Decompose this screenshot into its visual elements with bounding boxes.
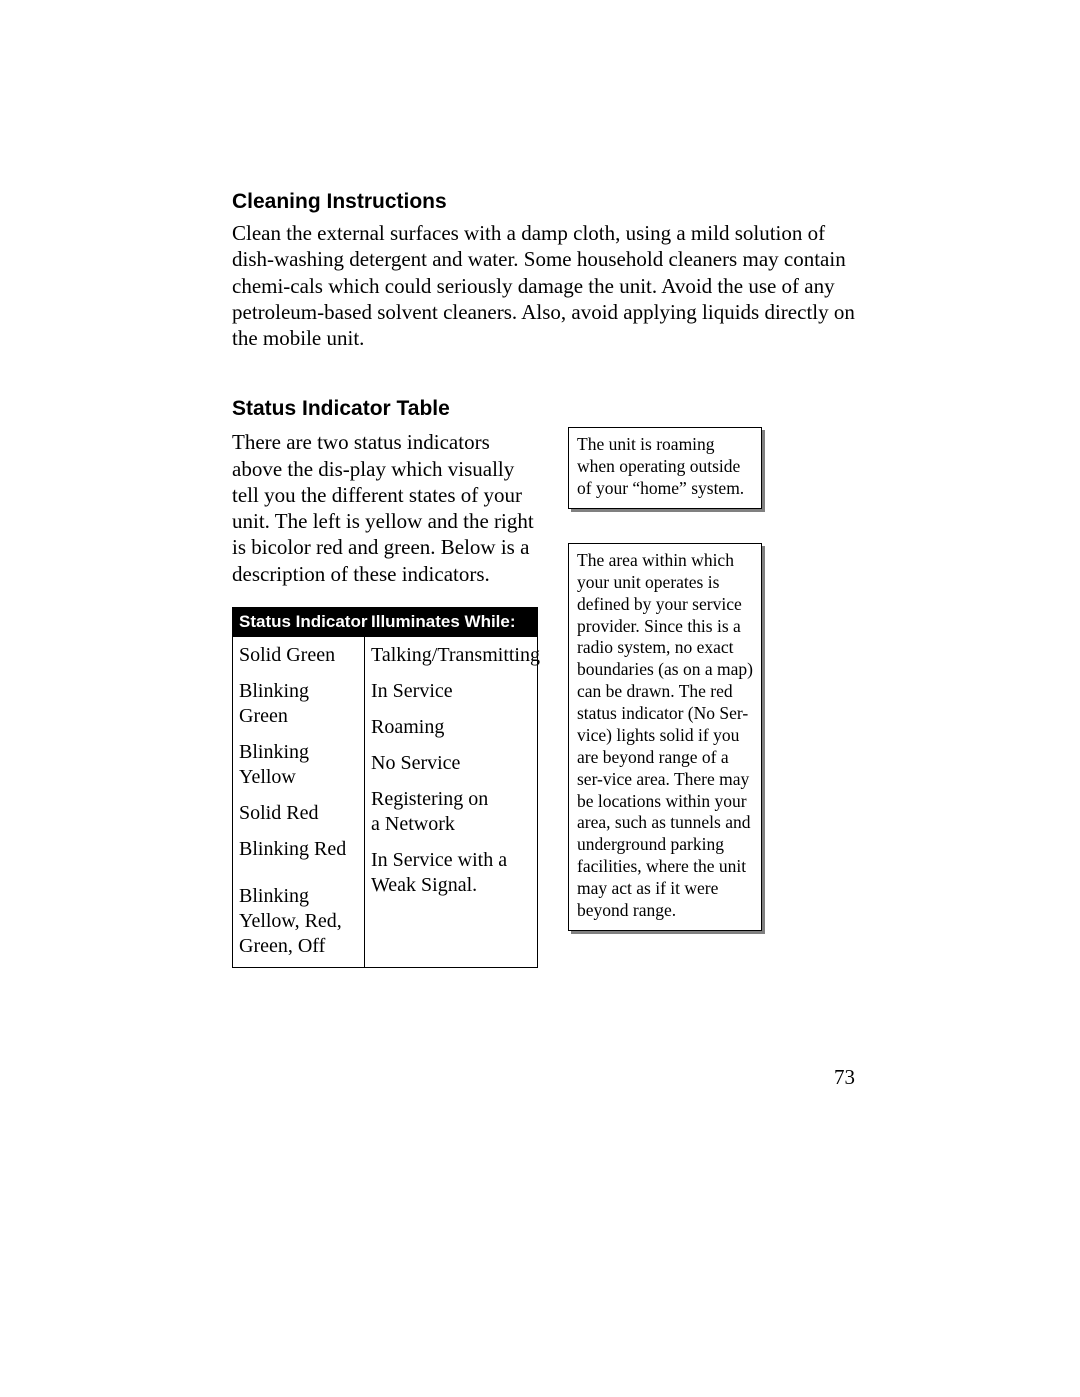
table-row: In Service: [371, 679, 540, 704]
status-indicator-table: Status Indicator Illuminates While: Soli…: [232, 607, 538, 968]
table-row: Registering on a Network: [371, 787, 540, 837]
table-row: Roaming: [371, 715, 540, 740]
table-row: Blinking Red: [239, 837, 358, 862]
table-row: Solid Red: [239, 801, 358, 826]
page: Cleaning Instructions Clean the external…: [0, 0, 1080, 1397]
status-two-column: There are two status indicators above th…: [232, 427, 855, 968]
table-body: Solid Green Blinking Green Blinking Yell…: [233, 637, 537, 967]
table-row: Solid Green: [239, 643, 358, 668]
status-intro: There are two status indicators above th…: [232, 429, 542, 587]
table-row: Blinking Yellow, Red, Green, Off: [239, 884, 358, 959]
table-row: In Service with a Weak Signal.: [371, 848, 540, 898]
cleaning-body: Clean the external surfaces with a damp …: [232, 220, 855, 351]
page-number: 73: [834, 1065, 855, 1090]
roaming-note: The unit is roaming when operating outsi…: [568, 427, 762, 509]
service-area-note: The area within which your unit operates…: [568, 543, 762, 931]
table-header-indicator: Status Indicator: [239, 612, 371, 632]
table-row: Blinking Green: [239, 679, 358, 729]
table-col-indicator: Solid Green Blinking Green Blinking Yell…: [233, 637, 365, 967]
cleaning-heading: Cleaning Instructions: [232, 190, 855, 214]
table-row: Talking/Transmitting: [371, 643, 540, 668]
table-row: No Service: [371, 751, 540, 776]
status-left-column: There are two status indicators above th…: [232, 427, 542, 968]
table-col-meaning: Talking/Transmitting In Service Roaming …: [365, 637, 546, 967]
status-right-column: The unit is roaming when operating outsi…: [568, 427, 762, 931]
table-row: Blinking Yellow: [239, 740, 358, 790]
table-header-meaning: Illuminates While:: [371, 612, 531, 632]
status-heading: Status Indicator Table: [232, 397, 855, 421]
table-header-row: Status Indicator Illuminates While:: [233, 608, 537, 637]
